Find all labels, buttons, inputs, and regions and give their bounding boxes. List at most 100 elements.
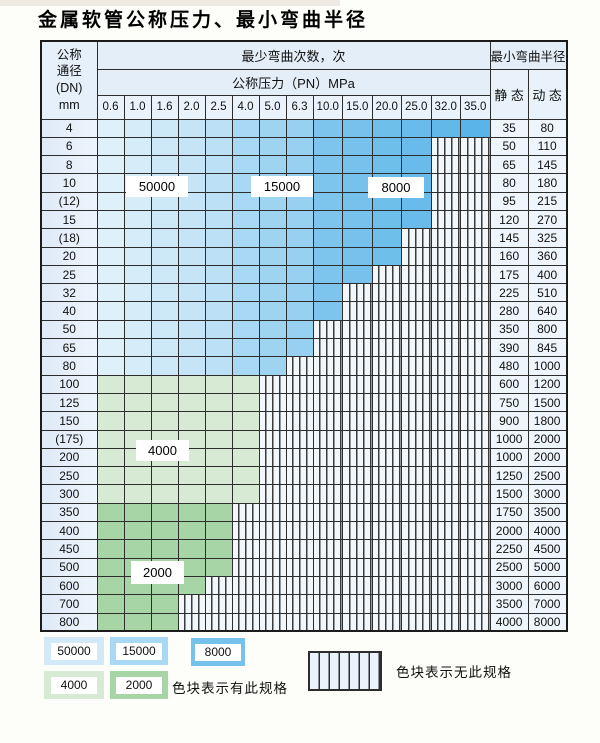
- spec-cell: [312, 283, 343, 303]
- table-row: 50 350 800: [40, 319, 568, 340]
- spec-cell: [150, 209, 179, 230]
- spec-cell: [231, 338, 260, 358]
- legend-swatch-label: 15000: [116, 642, 162, 660]
- spec-cell: [177, 155, 206, 175]
- no-spec-cell: [312, 447, 343, 468]
- scan-edge-strip: [0, 0, 340, 6]
- no-spec-cell: [204, 594, 233, 614]
- no-spec-cell: [371, 502, 402, 523]
- table-row: 15 120 270: [40, 209, 568, 230]
- no-spec-cell: [460, 447, 491, 468]
- dn-cell: 25: [40, 264, 98, 285]
- no-spec-cell: [430, 356, 461, 376]
- spec-cell: [96, 447, 125, 468]
- dynamic-radius-cell: 4000: [527, 521, 568, 541]
- spec-cell: [258, 319, 287, 340]
- no-spec-cell: [430, 319, 461, 340]
- no-spec-cell: [401, 228, 432, 248]
- no-spec-cell: [371, 411, 402, 431]
- no-spec-cell: [342, 502, 373, 523]
- spec-cell: [150, 466, 179, 486]
- table-row: 32 225 510: [40, 283, 568, 303]
- static-radius-cell: 3000: [489, 575, 529, 596]
- no-spec-cell: [204, 575, 233, 596]
- spec-cell: [285, 209, 314, 230]
- spec-cell: [96, 429, 125, 449]
- no-spec-cell: [430, 466, 461, 486]
- no-spec-cell: [401, 356, 432, 376]
- spec-cell: [342, 136, 373, 157]
- no-spec-cell: [460, 191, 491, 211]
- no-spec-cell: [430, 264, 461, 285]
- dn-cell: 700: [40, 594, 98, 614]
- spec-cell: [460, 118, 491, 138]
- spec-cell: [177, 338, 206, 358]
- spec-cell: [204, 411, 233, 431]
- no-spec-cell: [231, 521, 260, 541]
- spec-cell: [96, 246, 125, 266]
- no-spec-cell: [312, 594, 343, 614]
- spec-cell: [96, 374, 125, 394]
- spec-cell: [231, 264, 260, 285]
- no-spec-cell: [430, 484, 461, 504]
- spec-cell: [342, 209, 373, 230]
- dynamic-radius-cell: 1000: [527, 356, 568, 376]
- no-spec-cell: [460, 612, 491, 632]
- static-radius-cell: 225: [489, 283, 529, 303]
- spec-cell: [285, 155, 314, 175]
- zone-label-50000: 50000: [126, 176, 188, 197]
- dynamic-radius-cell: 110: [527, 136, 568, 157]
- no-spec-cell: [312, 612, 343, 632]
- no-spec-cell: [371, 594, 402, 614]
- spec-cell: [150, 374, 179, 394]
- no-spec-cell: [285, 575, 314, 596]
- dn-cell: 150: [40, 411, 98, 431]
- no-spec-cell: [258, 612, 287, 632]
- no-spec-cell: [430, 155, 461, 175]
- dynamic-radius-cell: 5000: [527, 557, 568, 577]
- pressure-value-header: 4.0: [231, 94, 260, 120]
- no-spec-cell: [460, 484, 491, 504]
- spec-cell: [258, 228, 287, 248]
- dn-cell: 4: [40, 118, 98, 138]
- no-spec-cell: [285, 356, 314, 376]
- table-row: 600 3000 6000: [40, 575, 568, 596]
- no-spec-cell: [430, 374, 461, 394]
- zone-label-2000: 2000: [131, 561, 184, 584]
- no-spec-cell: [342, 411, 373, 431]
- spec-cell: [177, 374, 206, 394]
- spec-cell: [150, 594, 179, 614]
- spec-cell: [150, 246, 179, 266]
- no-spec-cell: [231, 612, 260, 632]
- spec-cell: [231, 484, 260, 504]
- dn-cell: 65: [40, 338, 98, 358]
- no-spec-cell: [342, 374, 373, 394]
- table-row: 450 2250 4500: [40, 539, 568, 559]
- table-row: 250 1250 2500: [40, 466, 568, 486]
- spec-cell: [371, 246, 402, 266]
- table-row: 8 65 145: [40, 155, 568, 175]
- no-spec-cell: [401, 319, 432, 340]
- spec-cell: [231, 319, 260, 340]
- no-spec-cell: [460, 502, 491, 523]
- spec-cell: [231, 447, 260, 468]
- spec-cell: [231, 246, 260, 266]
- no-spec-cell: [312, 557, 343, 577]
- static-radius-cell: 50: [489, 136, 529, 157]
- spec-cell: [204, 374, 233, 394]
- legend-swatch-4000: 4000: [44, 671, 104, 699]
- no-spec-cell: [177, 594, 206, 614]
- spec-cell: [231, 155, 260, 175]
- spec-cell: [258, 246, 287, 266]
- legend-no-spec-swatch: [308, 651, 382, 691]
- spec-cell: [96, 283, 125, 303]
- spec-cell: [150, 136, 179, 157]
- no-spec-cell: [258, 539, 287, 559]
- no-spec-cell: [285, 502, 314, 523]
- spec-cell: [150, 392, 179, 413]
- table-row: 4 35 80: [40, 118, 568, 138]
- table-row: 6 50 110: [40, 136, 568, 157]
- no-spec-cell: [430, 557, 461, 577]
- spec-cell: [123, 319, 152, 340]
- spec-cell: [312, 246, 343, 266]
